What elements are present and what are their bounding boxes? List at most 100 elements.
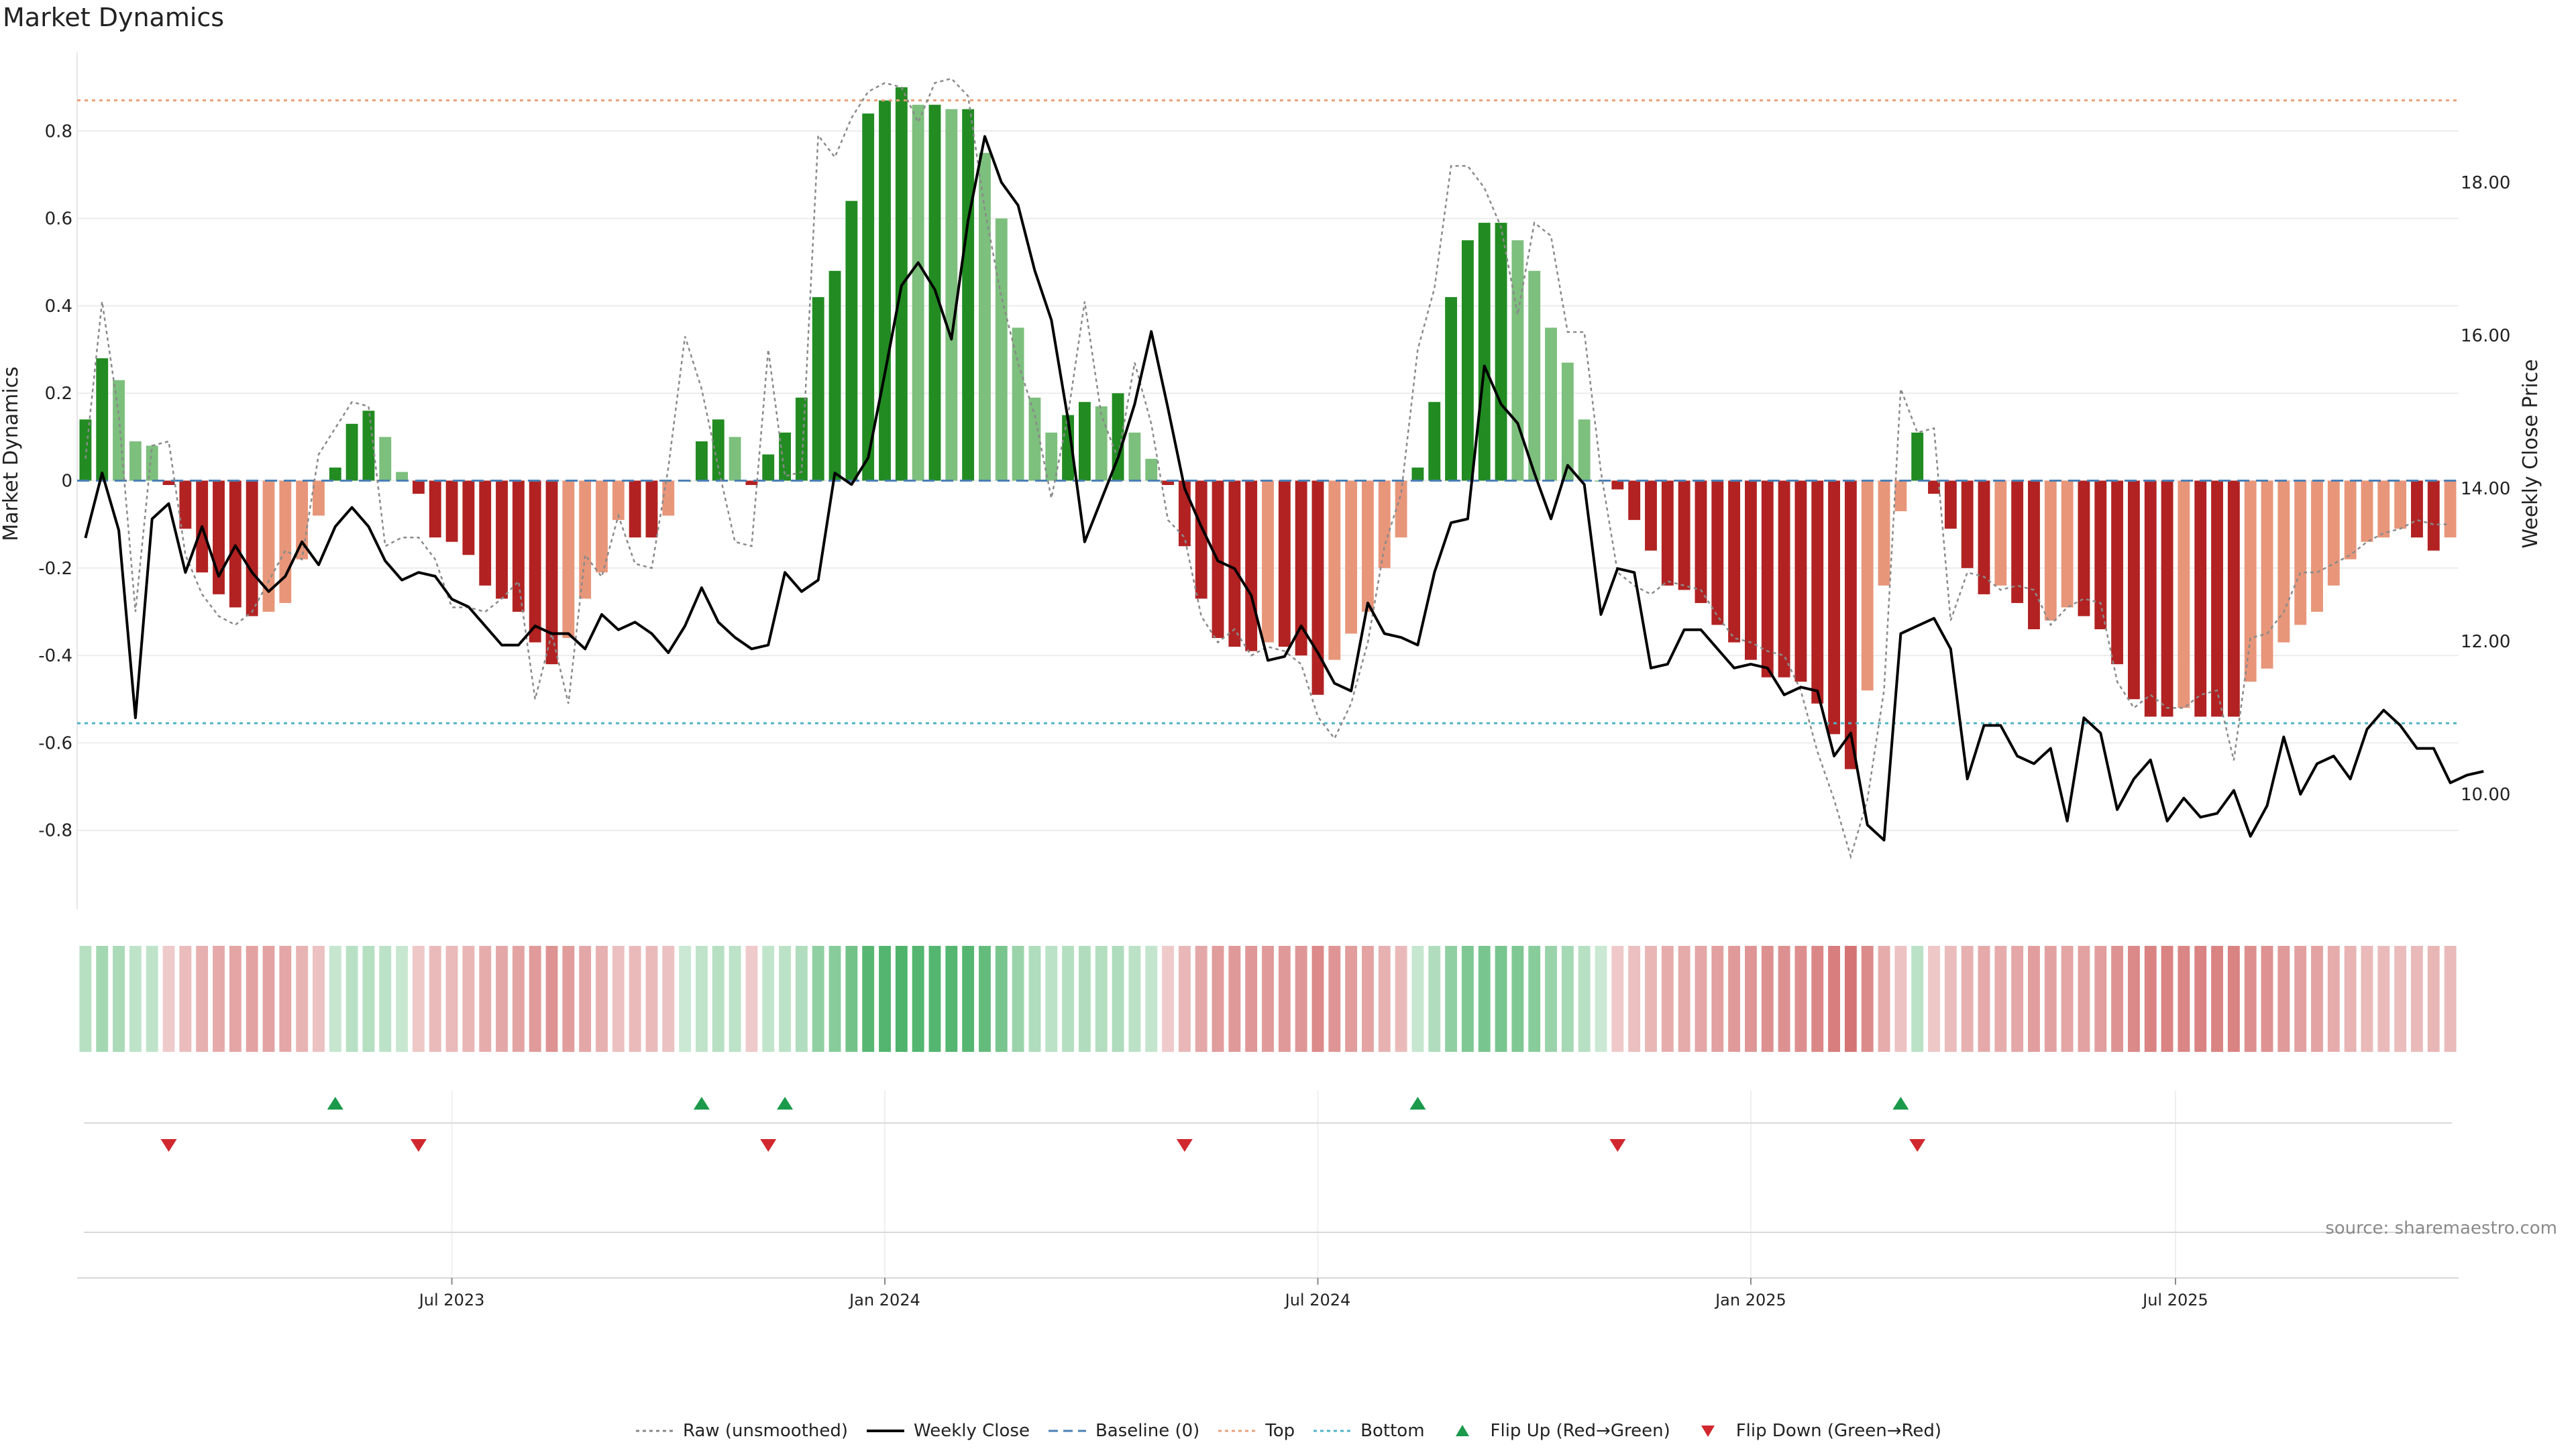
heat-cell (1245, 946, 1258, 1052)
heat-cell (2061, 946, 2074, 1052)
dynamics-bar (1095, 406, 1108, 481)
dynamics-bar (2361, 480, 2373, 542)
legend-swatch-flip_up (1455, 1425, 1469, 1436)
heat-cell (1262, 946, 1274, 1052)
heat-cell (2111, 946, 2124, 1052)
heat-cell (1095, 946, 1108, 1052)
dynamics-bar (1911, 432, 1924, 481)
dynamics-bar (2161, 480, 2174, 717)
dynamics-bar (2227, 480, 2240, 717)
dynamics-bar (995, 218, 1008, 481)
dynamics-bar (2327, 480, 2340, 586)
heat-cell (1578, 946, 1591, 1052)
heat-cell (1994, 946, 2007, 1052)
dynamics-bar (246, 480, 258, 616)
dynamics-bar (979, 152, 991, 481)
dynamics-bar (279, 480, 292, 603)
legend-item-raw: Raw (unsmoothed) (635, 1421, 848, 1441)
heat-cell (1311, 946, 1324, 1052)
flip-down-marker (160, 1139, 177, 1152)
heat-cell (545, 946, 558, 1052)
dynamics-bar (1012, 327, 1024, 481)
flip-markers-panel (77, 1097, 2459, 1279)
legend-swatch-close (867, 1430, 905, 1432)
flip-up-marker (693, 1097, 710, 1110)
dynamics-bar (1744, 480, 1757, 660)
heat-cell (2227, 946, 2240, 1052)
dynamics-bar (313, 480, 325, 516)
dynamics-bar (945, 109, 958, 481)
dynamics-bar (129, 441, 142, 481)
dynamics-bar (1578, 419, 1591, 481)
dynamics-bar (1378, 480, 1391, 568)
heat-cell (2178, 946, 2190, 1052)
dynamics-bar (345, 423, 358, 481)
heat-cell (712, 946, 724, 1052)
legend-marker-flip_up (1455, 1425, 1469, 1436)
heat-cell (1112, 946, 1124, 1052)
heat-cell (1128, 946, 1141, 1052)
heat-cell (629, 946, 641, 1052)
dynamics-bar (1028, 397, 1041, 481)
dynamics-bar (1262, 480, 1274, 643)
heat-cell (1162, 946, 1174, 1052)
heat-cell (146, 946, 158, 1052)
dynamics-bar (1894, 480, 1907, 512)
dynamics-bar (1461, 240, 1474, 481)
heat-cell (345, 946, 358, 1052)
dynamics-bar (1645, 480, 1657, 551)
dynamics-bar (1695, 480, 1707, 603)
dynamics-bar (1045, 432, 1058, 481)
dynamics-bar (262, 480, 275, 612)
heat-cell (2028, 946, 2040, 1052)
dynamics-bar (2094, 480, 2107, 630)
heat-cell (1478, 946, 1491, 1052)
heat-cell (1461, 946, 1474, 1052)
heat-cell (1328, 946, 1341, 1052)
heat-cell (2277, 946, 2290, 1052)
dynamics-bar (462, 480, 475, 555)
heat-cell (313, 946, 325, 1052)
heat-cell (179, 946, 192, 1052)
legend-item-flip_up: Flip Up (Red→Green) (1442, 1421, 1670, 1441)
dynamics-bar (1195, 480, 1208, 599)
y-right-tick-label: 14.00 (2461, 479, 2510, 499)
heat-cell (1278, 946, 1291, 1052)
dynamics-bar (1928, 480, 1940, 494)
heat-cell (1894, 946, 1907, 1052)
y-right-tick-label: 16.00 (2461, 326, 2510, 346)
heat-cell (612, 946, 625, 1052)
heat-cell (279, 946, 292, 1052)
heat-cell (1794, 946, 1807, 1052)
heat-cell (2311, 946, 2323, 1052)
heat-cell (2194, 946, 2207, 1052)
heat-cell (296, 946, 309, 1052)
dynamics-bar (1728, 480, 1741, 643)
dynamics-bar (862, 113, 875, 481)
dynamics-bar (2178, 480, 2190, 708)
dynamics-bar (812, 297, 824, 481)
y-axis-title: Market Dynamics (0, 366, 23, 541)
heat-cell (2078, 946, 2090, 1052)
heat-cell (329, 946, 341, 1052)
heat-cell (795, 946, 808, 1052)
dynamics-bar (2044, 480, 2057, 621)
dynamics-bar (2011, 480, 2024, 603)
x-axis-ticks: Jul 2023 Jan 2024 Jul 2024 Jan 2025 Jul 2025 (418, 1278, 2208, 1309)
dynamics-bar (1245, 480, 1258, 651)
heat-cell (729, 946, 741, 1052)
heat-cell (1728, 946, 1741, 1052)
dynamics-bar (1794, 480, 1807, 682)
dynamics-bar (79, 419, 92, 481)
dynamics-bar (2111, 480, 2124, 665)
legend-swatch-raw (635, 1430, 674, 1432)
dynamics-bar (579, 480, 592, 599)
dynamics-bar (379, 437, 392, 481)
dynamics-bar (396, 472, 409, 481)
heat-cell (895, 946, 908, 1052)
dynamics-bar (2144, 480, 2157, 717)
heat-cell (912, 946, 924, 1052)
legend-marker-flip_down (1701, 1426, 1715, 1437)
heat-cell (1228, 946, 1241, 1052)
dynamics-bar (1861, 480, 1874, 691)
